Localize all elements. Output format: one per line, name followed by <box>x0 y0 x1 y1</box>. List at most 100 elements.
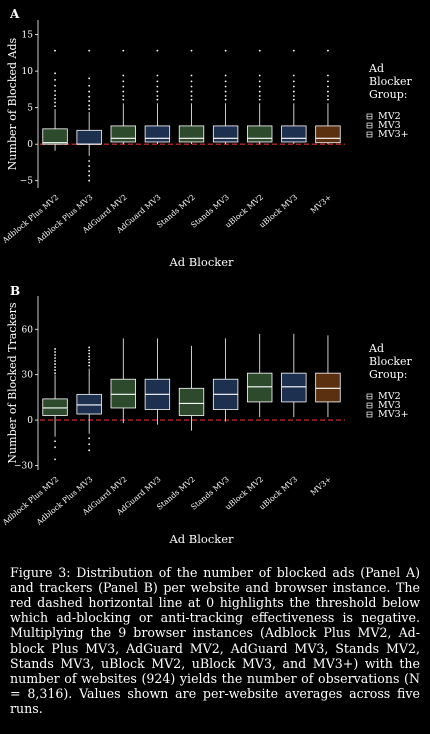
legend-title: Blocker <box>369 355 413 368</box>
x-tick-label: Adblock Plus MV3 <box>34 475 95 528</box>
box-stands-mv2 <box>178 345 205 431</box>
box-iqr <box>247 125 273 143</box>
outlier-point <box>54 366 56 369</box>
outlier-point <box>88 449 91 452</box>
outlier-point <box>88 95 91 98</box>
outlier-point <box>224 74 227 77</box>
outlier-point <box>54 446 56 449</box>
outlier-point <box>122 74 125 77</box>
box-ublock-mv2 <box>247 49 273 145</box>
outlier-point <box>327 95 329 97</box>
box-stands-mv2 <box>178 49 205 145</box>
outlier-point <box>156 49 159 52</box>
outlier-point <box>54 101 56 104</box>
outlier-point <box>88 104 91 107</box>
outlier-point <box>54 49 56 52</box>
outlier-point <box>224 80 227 83</box>
box-stands-mv3 <box>212 49 239 145</box>
outlier-point <box>327 80 329 83</box>
outlier-point <box>190 90 193 93</box>
box-iqr <box>315 125 341 144</box>
box-stands-mv3 <box>212 338 239 422</box>
outlier-point <box>156 74 159 77</box>
box-iqr <box>212 125 239 143</box>
y-tick-label: 15 <box>22 31 34 41</box>
outlier-point <box>88 84 91 87</box>
legend-entry: MV3+ <box>378 409 409 420</box>
outlier-point <box>190 49 193 52</box>
x-tick-label: Adblock Plus MV3 <box>34 193 95 246</box>
y-tick-label: −30 <box>14 461 33 471</box>
outlier-point <box>327 90 329 93</box>
outlier-point <box>224 95 227 97</box>
outlier-point <box>258 98 261 101</box>
x-axis-title: Ad Blocker <box>168 255 234 269</box>
box-mv3- <box>315 49 341 145</box>
outlier-point <box>88 108 91 111</box>
outlier-point <box>88 437 91 440</box>
outlier-point <box>327 85 329 88</box>
outlier-point <box>88 346 91 349</box>
outlier-point <box>292 49 295 52</box>
outlier-point <box>54 458 56 461</box>
outlier-point <box>292 85 295 88</box>
y-axis-title: Number of Blocked Ads <box>6 37 19 170</box>
legend-title: Ad <box>368 342 384 355</box>
outlier-point <box>54 94 56 97</box>
outlier-point <box>88 90 91 93</box>
legend-title: Ad <box>368 62 384 75</box>
outlier-point <box>190 95 193 97</box>
legend-entry: MV2 <box>378 391 401 402</box>
box-adguard-mv3 <box>144 49 171 145</box>
outlier-point <box>156 98 159 101</box>
box-iqr <box>178 387 205 416</box>
outlier-point <box>54 369 56 372</box>
outlier-point <box>122 95 125 97</box>
outlier-point <box>156 80 159 83</box>
outlier-point <box>258 85 261 88</box>
outlier-point <box>292 80 295 83</box>
box-ublock-mv3 <box>281 49 307 145</box>
outlier-point <box>54 363 56 365</box>
outlier-point <box>327 49 329 52</box>
outlier-point <box>88 49 91 52</box>
panel-label: B <box>10 284 20 298</box>
outlier-point <box>88 349 91 352</box>
y-tick-label: 0 <box>27 416 33 426</box>
box-adguard-mv2 <box>110 49 136 145</box>
outlier-point <box>54 72 56 75</box>
box-iqr <box>315 372 341 403</box>
box-iqr <box>110 378 136 409</box>
outlier-point <box>224 90 227 93</box>
box-iqr <box>76 393 102 415</box>
y-axis-title: Number of Blocked Trackers <box>6 302 19 463</box>
outlier-point <box>258 74 261 77</box>
outlier-point <box>88 77 91 80</box>
outlier-point <box>54 440 56 443</box>
legend-title: Blocker <box>369 75 413 88</box>
outlier-point <box>122 98 125 101</box>
outlier-point <box>292 74 295 77</box>
legend-entry: MV3 <box>378 120 401 131</box>
box-iqr <box>110 125 136 143</box>
box-adblock-plus-mv2 <box>42 348 68 461</box>
outlier-point <box>54 89 56 92</box>
x-tick-label: MV3+ <box>309 475 334 498</box>
outlier-point <box>292 95 295 97</box>
box-adblock-plus-mv3 <box>76 49 102 182</box>
outlier-point <box>54 357 56 359</box>
legend-entry: MV3 <box>378 400 401 411</box>
box-iqr <box>42 128 68 145</box>
outlier-point <box>54 348 56 350</box>
outlier-point <box>54 351 56 353</box>
y-tick-label: 10 <box>22 67 34 77</box>
outlier-point <box>156 85 159 88</box>
outlier-point <box>88 358 91 361</box>
outlier-point <box>54 354 56 356</box>
outlier-point <box>88 355 91 358</box>
outlier-point <box>88 179 91 182</box>
outlier-point <box>122 90 125 93</box>
legend-entry: MV2 <box>378 111 401 122</box>
